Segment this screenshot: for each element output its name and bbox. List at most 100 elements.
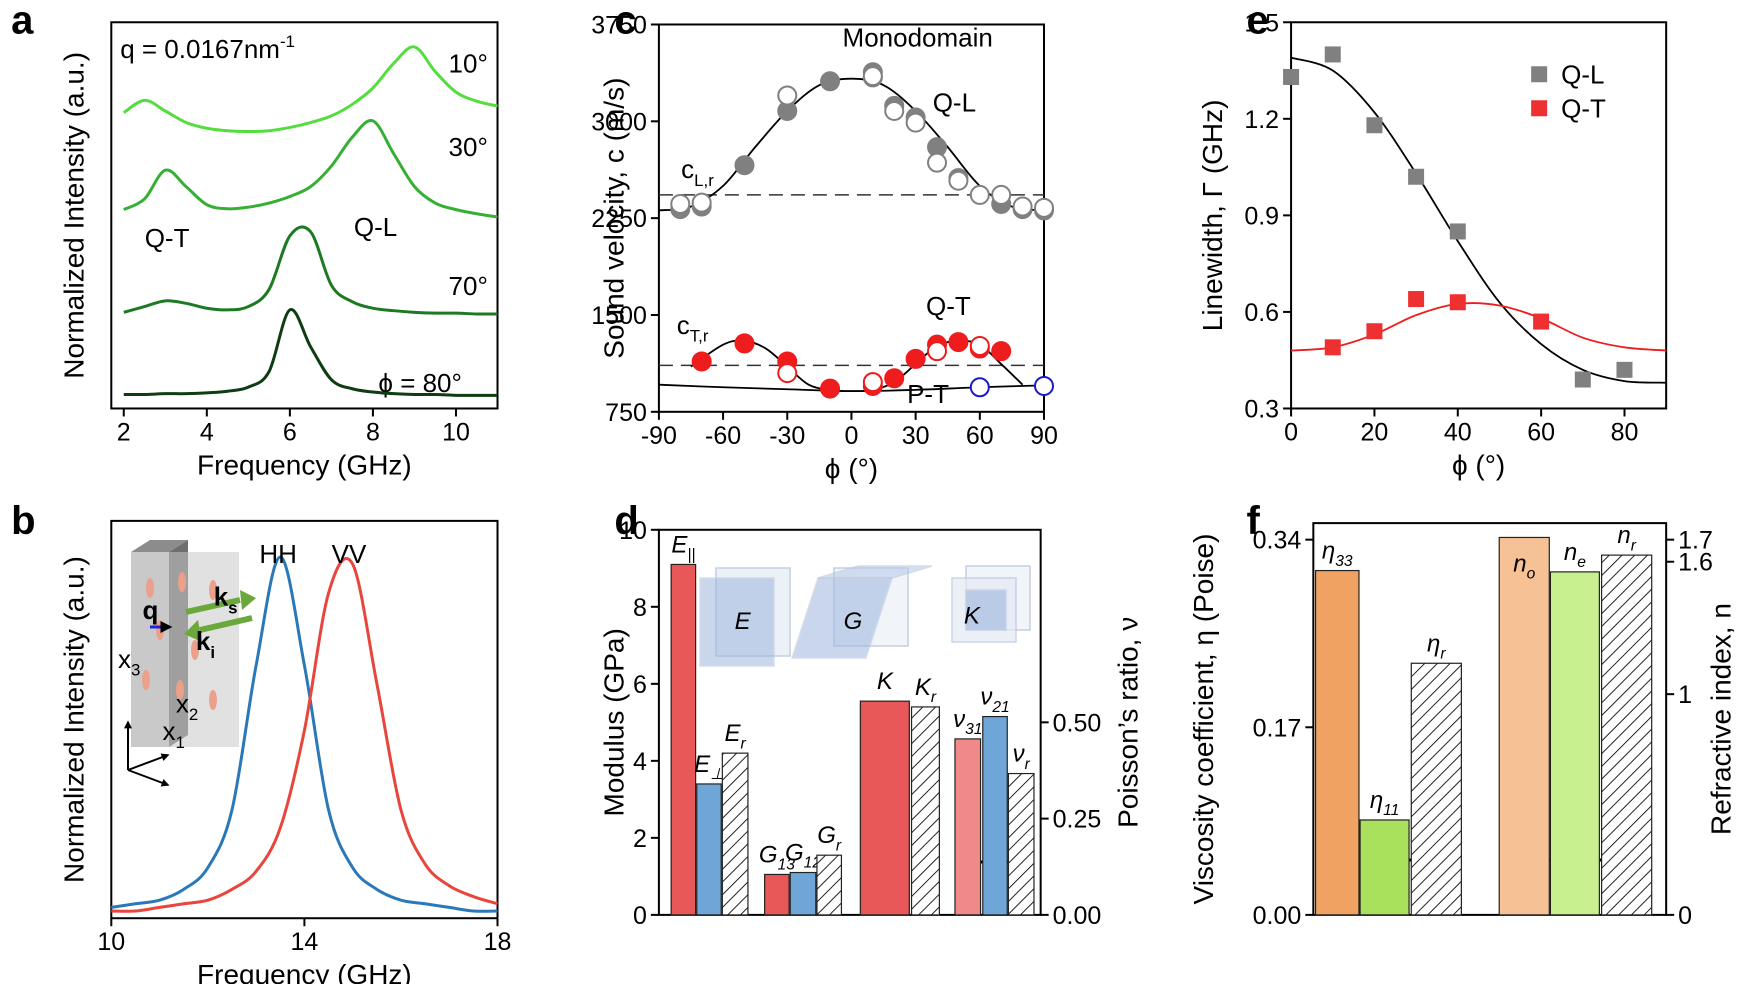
y-tick-label: 0.3 <box>1244 395 1279 423</box>
annotation: Er <box>725 720 747 752</box>
label-sub: ⊥ <box>710 766 724 783</box>
label-sub: s <box>228 598 237 617</box>
x-tick-label: 10 <box>442 418 470 446</box>
point <box>1408 291 1425 308</box>
point <box>820 71 841 92</box>
label-sub: 13 <box>778 857 796 874</box>
bar <box>764 873 790 916</box>
x-axis-label: Frequency (GHz) <box>197 449 412 480</box>
point <box>777 363 798 384</box>
label-text: n <box>1513 550 1526 577</box>
annotation: x1 <box>162 716 184 752</box>
point <box>884 100 905 121</box>
annotation: ν21 <box>980 684 1009 716</box>
x-tick-label: 6 <box>283 418 297 446</box>
x-tick-label: 60 <box>1527 418 1555 446</box>
y-tick-label: 2250 <box>591 205 647 233</box>
bar <box>1007 772 1035 916</box>
point <box>991 341 1012 362</box>
y-tick-label: 0.9 <box>1244 202 1279 230</box>
y2-axis-label: Refractive index, n <box>1706 603 1737 835</box>
label-sub: r <box>836 837 842 854</box>
inset-cubes <box>699 565 1031 667</box>
spectrum-line <box>123 225 498 316</box>
x-tick-label: 20 <box>1361 418 1389 446</box>
point <box>948 332 969 353</box>
y2-tick-label: 1.7 <box>1678 527 1713 555</box>
y-tick-label: 1.2 <box>1244 106 1279 134</box>
plot-frame <box>110 21 499 410</box>
point <box>1283 68 1300 85</box>
x-axis-label: Frequency (GHz) <box>197 959 412 984</box>
annotation: q <box>142 595 158 625</box>
plot-frame <box>1312 522 1668 916</box>
point <box>1366 117 1383 134</box>
label-text: c <box>677 310 690 340</box>
label-text: q = 0.0167nm <box>120 34 280 64</box>
point <box>734 155 755 176</box>
point <box>1012 196 1033 217</box>
x-tick-label: -60 <box>705 422 741 450</box>
annotation: ν31 <box>953 706 982 738</box>
label-text: c <box>681 154 694 184</box>
y-tick-label: 2 <box>633 825 647 853</box>
point <box>1324 339 1341 356</box>
annotation: x3 <box>118 644 140 680</box>
panel-letter: a <box>11 0 34 42</box>
fit-line <box>1291 302 1667 352</box>
label-sub: i <box>210 643 215 662</box>
legend-label: Q-L <box>1561 59 1604 89</box>
x-tick-label: 8 <box>366 418 380 446</box>
bar <box>1359 819 1410 916</box>
y-tick-label: 3000 <box>591 108 647 136</box>
y-tick-label: 1500 <box>591 302 647 330</box>
annotation: νr <box>1013 741 1031 773</box>
annotation: ne <box>1564 539 1586 571</box>
x-tick-label: 2 <box>117 418 131 446</box>
bar <box>816 854 843 916</box>
point <box>969 184 990 205</box>
label-sub: e <box>1577 554 1586 571</box>
annotation: Kr <box>915 674 937 706</box>
bar <box>954 738 982 916</box>
annotation: no <box>1513 550 1535 582</box>
annotation: ks <box>214 581 238 617</box>
annotation: E⊥ <box>694 751 724 783</box>
y-axis-label: Normalized Intensity (a.u.) <box>58 52 89 379</box>
y2-tick-label: 0.00 <box>1053 902 1102 930</box>
annotation: ηr <box>1427 630 1446 662</box>
point <box>1533 313 1550 330</box>
label-sub: 33 <box>1335 553 1353 570</box>
point <box>905 112 926 133</box>
y-tick-label: 0.6 <box>1244 299 1279 327</box>
annotation: nr <box>1617 522 1636 554</box>
y2-tick-label: 1 <box>1678 681 1692 709</box>
annotation: Q-T <box>145 223 190 253</box>
bar <box>859 700 910 916</box>
y-tick-label: 0.00 <box>1253 902 1302 930</box>
annotation: Q-L <box>933 87 976 117</box>
label-text: Monodomain <box>843 23 993 53</box>
label-text: Q-T <box>145 223 190 253</box>
point <box>1033 197 1054 218</box>
bar <box>1314 569 1360 916</box>
label-sub: 2 <box>189 705 198 724</box>
annotation: P-T <box>907 379 949 409</box>
label-sub: || <box>687 547 695 564</box>
annotation: 30° <box>449 132 488 162</box>
bar <box>1410 662 1462 916</box>
point <box>1449 223 1466 240</box>
x-axis-label: ϕ (°) <box>825 453 878 484</box>
point <box>969 377 990 398</box>
annotation: E|| <box>671 531 695 563</box>
annotation: x2 <box>176 688 198 724</box>
label-text: η <box>1427 630 1440 657</box>
point <box>1616 361 1633 378</box>
point <box>777 85 798 106</box>
bar <box>1601 554 1653 916</box>
x-tick-label: 4 <box>200 418 214 446</box>
bar <box>1549 571 1600 916</box>
panel-letter: c <box>614 0 636 42</box>
y-tick-label: 10 <box>619 517 647 545</box>
